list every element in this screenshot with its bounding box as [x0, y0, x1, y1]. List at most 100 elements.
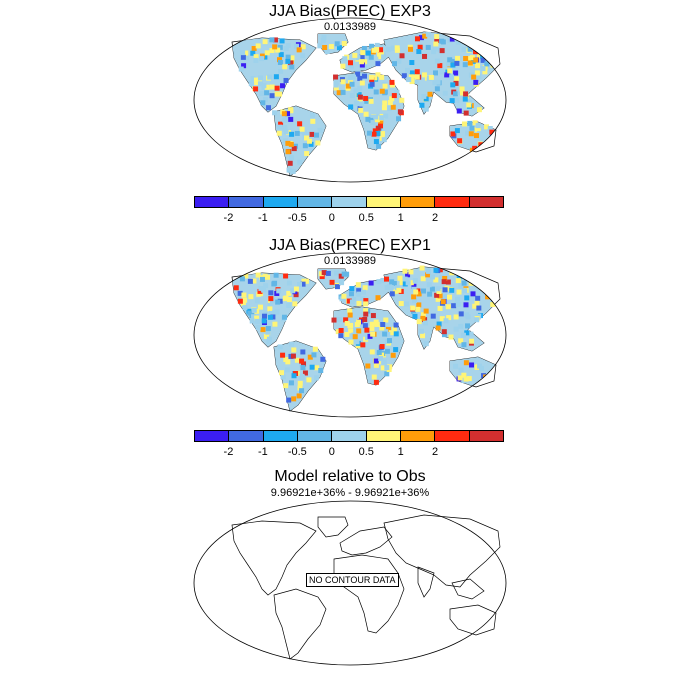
grid-cell	[442, 287, 448, 293]
grid-cell	[250, 50, 256, 56]
grid-cell	[363, 95, 369, 101]
grid-cell	[404, 67, 410, 73]
grid-cell	[241, 292, 247, 298]
grid-cell	[249, 318, 255, 324]
colorbar-swatch	[297, 197, 333, 207]
grid-cell	[317, 43, 323, 49]
grid-cell	[371, 47, 377, 53]
grid-cell	[289, 341, 295, 347]
grid-cell	[423, 308, 429, 314]
grid-cell	[437, 305, 443, 311]
grid-cell	[275, 47, 281, 53]
grid-cell	[286, 290, 292, 296]
grid-cell	[322, 44, 328, 50]
colorbar-tick-label: 0	[328, 446, 335, 458]
grid-cell	[372, 128, 378, 134]
grid-cell	[299, 358, 305, 364]
colorbar-2-ticks: -2 -1 -0.5 0 0.5 1 2	[194, 446, 504, 460]
grid-cell	[409, 70, 415, 76]
grid-cell	[239, 276, 245, 282]
grid-cell	[240, 301, 246, 307]
grid-cell	[348, 60, 354, 66]
grid-cell	[433, 41, 439, 47]
grid-cell	[463, 56, 469, 62]
grid-cell	[434, 86, 440, 92]
grid-cell	[265, 329, 271, 335]
grid-cell	[348, 339, 354, 345]
grid-cell	[373, 379, 379, 385]
grid-cell	[468, 331, 474, 337]
grid-cell	[378, 356, 384, 362]
grid-cell	[376, 279, 382, 285]
grid-cell	[342, 56, 348, 62]
grid-cell	[348, 104, 354, 110]
colorbar-swatch	[366, 197, 401, 207]
grid-cell	[319, 274, 325, 280]
grid-cell	[469, 125, 475, 131]
grid-cell	[436, 321, 442, 327]
grid-cell	[360, 342, 366, 348]
grid-cell	[420, 288, 426, 294]
grid-cell	[276, 130, 282, 136]
grid-cell	[260, 327, 266, 333]
grid-cell	[412, 313, 418, 319]
grid-cell	[467, 55, 473, 61]
grid-cell	[462, 288, 468, 294]
grid-cell	[369, 114, 375, 120]
grid-cell	[314, 365, 320, 371]
grid-cell	[290, 353, 296, 359]
grid-cell	[461, 121, 467, 127]
grid-cell	[309, 112, 315, 118]
grid-cell	[347, 312, 353, 318]
grid-cell	[463, 376, 469, 382]
grid-cell	[416, 291, 422, 297]
grid-cell	[351, 74, 357, 80]
grid-cell	[359, 54, 365, 60]
grid-cell	[294, 43, 300, 49]
grid-cell	[463, 91, 469, 97]
grid-cell	[267, 306, 273, 312]
land-seAsia	[452, 331, 484, 351]
grid-cell	[297, 121, 303, 127]
grid-cell	[286, 397, 292, 403]
grid-cell	[449, 287, 455, 293]
grid-cell	[268, 290, 274, 296]
grid-cell	[435, 79, 441, 85]
grid-cell	[345, 83, 351, 89]
grid-cell	[285, 140, 291, 146]
grid-cell	[397, 109, 403, 115]
colorbar-tick-label: 0	[328, 212, 335, 224]
grid-cell	[351, 337, 357, 343]
grid-cell	[299, 126, 305, 132]
grid-cell	[297, 159, 303, 165]
grid-cell	[283, 46, 289, 52]
grid-cell	[259, 53, 265, 59]
grid-cell	[370, 331, 376, 337]
grid-cell	[376, 350, 382, 356]
grid-cell	[254, 318, 260, 324]
grid-cell	[416, 319, 422, 325]
grid-cell	[334, 284, 340, 290]
grid-cell	[461, 372, 467, 378]
grid-cell	[363, 111, 369, 117]
grid-cell	[435, 296, 441, 302]
grid-cell	[255, 324, 261, 330]
grid-cell	[459, 86, 465, 92]
grid-cell	[408, 269, 414, 275]
grid-cell	[417, 44, 423, 50]
grid-cell	[233, 285, 239, 291]
grid-cell	[273, 74, 279, 80]
grid-cell	[420, 315, 426, 321]
grid-cell	[418, 35, 424, 41]
grid-cell	[328, 44, 334, 50]
grid-cell	[454, 60, 460, 66]
grid-cell	[373, 139, 379, 145]
grid-cell	[320, 38, 326, 44]
grid-cell	[358, 107, 364, 113]
grid-cell	[343, 317, 349, 323]
grid-cell	[296, 47, 302, 53]
grid-cell	[464, 330, 470, 336]
grid-cell	[448, 334, 454, 340]
grid-cell	[341, 271, 347, 277]
grid-cell	[285, 111, 291, 117]
